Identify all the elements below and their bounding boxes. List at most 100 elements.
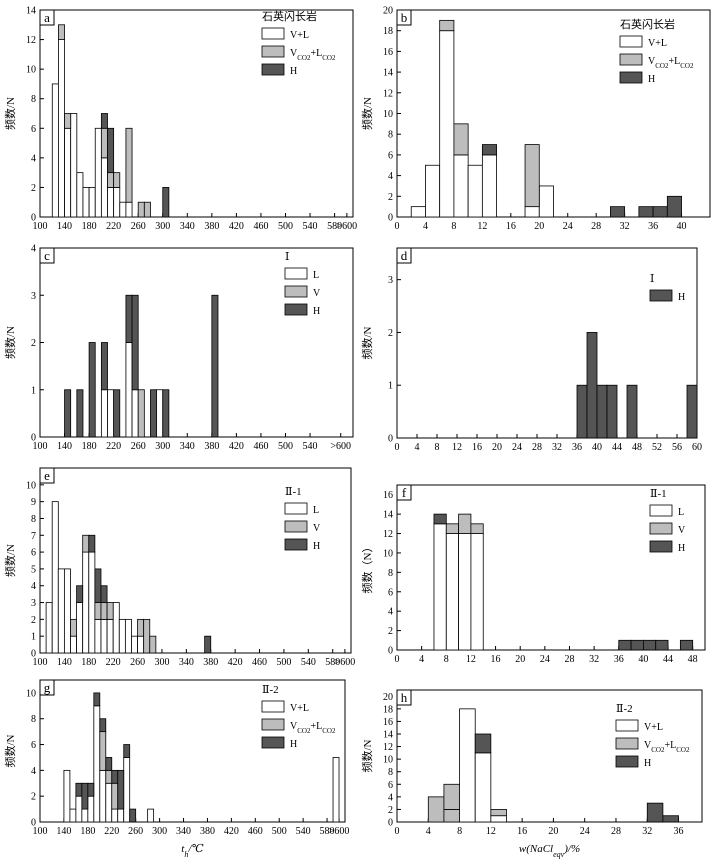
legend-title: Ⅱ-2	[262, 684, 279, 696]
bar-white	[57, 568, 65, 654]
y-tick-label: 9	[31, 497, 36, 508]
legend-label: VCO2+LCO2	[644, 740, 690, 754]
x-axis-label: w(NaCleqv)/%	[519, 843, 580, 859]
bar-white	[113, 187, 121, 218]
bar-dark	[652, 206, 668, 218]
panel-letter: d	[401, 248, 408, 263]
legend-title: Ⅱ-2	[616, 703, 633, 715]
x-tick-label: 100	[33, 826, 48, 837]
legend-swatch-gray	[261, 45, 285, 58]
bar-white	[445, 533, 459, 651]
bar-white	[81, 808, 89, 823]
x-tick-label: 460	[248, 826, 263, 837]
x-tick-label: 220	[106, 657, 121, 668]
bar-dark	[75, 782, 83, 797]
legend-title: 石英闪长岩	[262, 9, 317, 23]
y-tick-label: 6	[31, 548, 36, 559]
bar-white	[524, 206, 540, 218]
y-tick-label: 4	[388, 792, 393, 803]
y-tick-label: 10	[26, 688, 36, 699]
legend-label: H	[678, 543, 685, 554]
legend-label: V	[313, 523, 321, 534]
bar-dark	[113, 389, 121, 438]
bar-dark	[123, 744, 131, 758]
y-tick-label: 2	[31, 615, 36, 626]
x-tick-label: 420	[229, 441, 244, 452]
y-tick-label: 3	[31, 598, 36, 609]
bar-white	[51, 83, 59, 218]
x-tick-label: 500	[272, 826, 287, 837]
bar-white	[93, 705, 101, 823]
bar-white	[453, 154, 469, 218]
bar-gray	[111, 782, 119, 810]
bar-white	[76, 172, 84, 218]
bar-dark	[618, 639, 632, 651]
y-tick-label: 12	[383, 742, 393, 753]
x-tick-label: 20	[515, 654, 525, 665]
x-tick-label: 32	[642, 826, 652, 837]
y-axis-label: 频数/N	[360, 739, 374, 772]
legend-label: VCO2+LCO2	[290, 48, 336, 62]
bar-dark	[100, 585, 108, 603]
y-tick-label: 0	[31, 818, 36, 829]
bar-white	[137, 635, 145, 654]
y-tick-label: 14	[383, 730, 393, 741]
bar-white	[63, 769, 71, 823]
y-tick-label: 20	[383, 6, 393, 17]
legend-swatch-dark	[649, 289, 673, 302]
x-tick-label: 540	[303, 441, 318, 452]
y-tick-label: 12	[383, 88, 393, 99]
bar-gray	[524, 144, 540, 208]
x-tick-label: 48	[688, 654, 698, 665]
x-tick-label: 4	[423, 221, 428, 232]
x-tick-label: 20	[548, 826, 558, 837]
bar-gray	[443, 809, 460, 823]
y-tick-label: 6	[388, 587, 393, 598]
legend-title: Ⅱ-1	[650, 488, 667, 500]
y-tick-label: 12	[26, 35, 36, 46]
legend-label: H	[644, 758, 651, 769]
bar-dark	[586, 332, 598, 439]
y-tick-label: 6	[31, 124, 36, 135]
bar-dark	[630, 639, 644, 651]
x-tick-label: 500	[278, 441, 293, 452]
bar-gray	[458, 513, 472, 534]
y-tick-label: 5	[31, 564, 36, 575]
x-tick-label: 380	[204, 441, 219, 452]
x-tick-label: 220	[104, 826, 119, 837]
panel-letter-box	[396, 9, 412, 26]
y-tick-label: 2	[31, 792, 36, 803]
x-tick-label: 52	[652, 442, 662, 453]
x-tick-label: 340	[179, 657, 194, 668]
bar-dark	[81, 782, 89, 810]
y-tick-label: 2	[388, 805, 393, 816]
bar-dark	[204, 635, 212, 654]
bar-white	[433, 523, 447, 651]
legend-label: V+L	[648, 38, 667, 49]
panel-letter-box	[396, 484, 412, 501]
panel-letter: f	[402, 485, 407, 500]
bar-gray	[106, 602, 114, 620]
y-tick-label: 4	[31, 581, 36, 592]
y-tick-label: 2	[31, 183, 36, 194]
legend-label: H	[648, 74, 655, 85]
y-axis-label: 频数（N）	[360, 542, 374, 594]
x-tick-label: 40	[677, 221, 687, 232]
bar-dark	[162, 187, 170, 218]
x-tick-label: 100	[33, 221, 48, 232]
x-tick-label: 540	[303, 221, 318, 232]
x-tick-label: 28	[564, 654, 574, 665]
y-axis-label: 频数/N	[3, 544, 17, 577]
x-tick-label: 300	[155, 221, 170, 232]
x-tick-label: >600	[330, 441, 351, 452]
bar-white	[75, 795, 83, 823]
x-tick-label: 140	[56, 826, 71, 837]
x-tick-label: 460	[253, 221, 268, 232]
bar-white	[70, 113, 78, 218]
bar-white	[410, 206, 426, 218]
bar-white	[88, 551, 96, 654]
legend-label: H	[290, 66, 297, 77]
x-tick-label: 32	[620, 221, 630, 232]
